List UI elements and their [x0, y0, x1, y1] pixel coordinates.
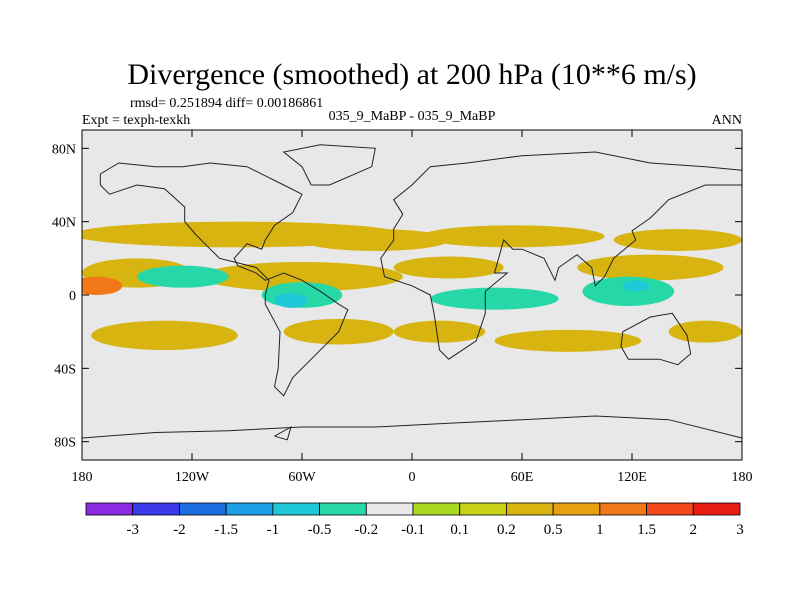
coastline-0 — [99, 162, 349, 397]
coastline-6 — [274, 425, 292, 441]
y-axis: 80N 40N 0 40S 80S — [52, 142, 742, 451]
divergence-region-9 — [91, 320, 238, 351]
colorbar-box-6 — [365, 502, 414, 516]
divergence-region-17 — [430, 287, 559, 310]
colorbar-box-0 — [85, 502, 134, 516]
colorbar-label-7: 0.1 — [450, 522, 469, 538]
divergence-region-12 — [494, 329, 642, 352]
divergence-region-26 — [687, 370, 742, 382]
colorbar-box-4 — [272, 502, 320, 516]
colorbar-box-8 — [459, 502, 507, 516]
divergence-region-16 — [274, 293, 308, 308]
divergence-region-2 — [421, 225, 605, 248]
colorbar-label-6: -0.1 — [401, 522, 425, 538]
colorbar-box-1 — [132, 502, 180, 516]
colorbar-box-10 — [552, 502, 601, 516]
divergence-region-24 — [320, 361, 394, 376]
x-tick-label-2: 60W — [288, 470, 316, 485]
colorbar-box-3 — [225, 502, 274, 516]
colorbar: -3 -2 -1.5 -1 -0.5 -0.2 -0.1 0.1 0.2 0.5 1 1.5 2 3 — [85, 502, 744, 538]
season-label: ANN — [712, 113, 742, 128]
coastline-3 — [82, 415, 742, 439]
subtitle: 035_9_MaBP - 035_9_MaBP — [329, 109, 496, 124]
x-tick-label-4: 60E — [511, 470, 534, 485]
divergence-region-19 — [622, 280, 649, 292]
colorbar-box-9 — [506, 502, 554, 516]
colorbar-label-5: -0.2 — [354, 522, 378, 538]
colorbar-label-1: -2 — [173, 522, 186, 538]
x-tick-label-0: 180 — [72, 470, 93, 485]
divergence-region-18 — [582, 276, 675, 307]
colorbar-box-2 — [179, 502, 227, 516]
colorbar-label-8: 0.2 — [497, 522, 516, 538]
divergence-region-25 — [540, 366, 614, 378]
coastline-2 — [620, 312, 692, 366]
colorbar-box-7 — [412, 502, 461, 516]
chart-title: Divergence (smoothed) at 200 hPa (10**6 … — [127, 58, 696, 91]
divergence-fields — [82, 164, 742, 442]
colorbar-box-11 — [599, 502, 647, 516]
colorbar-box-5 — [319, 502, 367, 516]
colorbar-box-13 — [692, 502, 741, 516]
colorbar-label-3: -1 — [267, 522, 280, 538]
colorbar-label-2: -1.5 — [214, 522, 238, 538]
y-tick-label-0: 80N — [52, 142, 76, 157]
divergence-region-5 — [201, 262, 403, 292]
colorbar-box-12 — [646, 502, 694, 516]
colorbar-label-0: -3 — [126, 522, 139, 538]
coastline-4 — [282, 144, 376, 186]
divergence-region-6 — [393, 256, 504, 279]
divergence-region-11 — [393, 320, 486, 343]
divergence-region-22 — [500, 194, 544, 206]
coastline-1 — [380, 151, 742, 360]
y-tick-label-3: 40S — [54, 362, 76, 377]
divergence-region-20 — [129, 164, 181, 176]
colorbar-label-12: 2 — [690, 522, 698, 538]
divergence-region-3 — [613, 229, 742, 251]
colorbar-label-4: -0.5 — [308, 522, 332, 538]
map-plot-area — [81, 129, 743, 461]
divergence-region-8 — [82, 276, 123, 295]
y-tick-label-2: 0 — [69, 289, 76, 304]
colorbar-label-10: 1 — [596, 522, 604, 538]
divergence-region-27 — [610, 434, 647, 442]
x-tick-label-3: 0 — [409, 470, 416, 485]
stats-line: rmsd= 0.251894 diff= 0.00186861 — [130, 96, 323, 111]
colorbar-label-13: 3 — [736, 522, 744, 538]
divergence-region-7 — [577, 254, 724, 281]
divergence-region-21 — [164, 207, 238, 222]
x-tick-label-1: 120W — [175, 470, 210, 485]
divergence-region-14 — [137, 265, 229, 288]
land-outlines — [82, 130, 742, 441]
x-tick-label-6: 180 — [732, 470, 753, 485]
colorbar-label-9: 0.5 — [544, 522, 563, 538]
colorbar-label-11: 1.5 — [637, 522, 656, 538]
y-tick-label-4: 80S — [54, 436, 76, 451]
divergence-region-23 — [210, 344, 266, 356]
x-axis: 180 120W 60W 0 60E 120E 180 — [72, 130, 753, 485]
y-tick-label-1: 40N — [52, 216, 76, 231]
expt-label: Expt = texph-texkh — [82, 113, 190, 128]
divergence-region-1 — [302, 229, 449, 251]
x-tick-label-5: 120E — [617, 470, 647, 485]
